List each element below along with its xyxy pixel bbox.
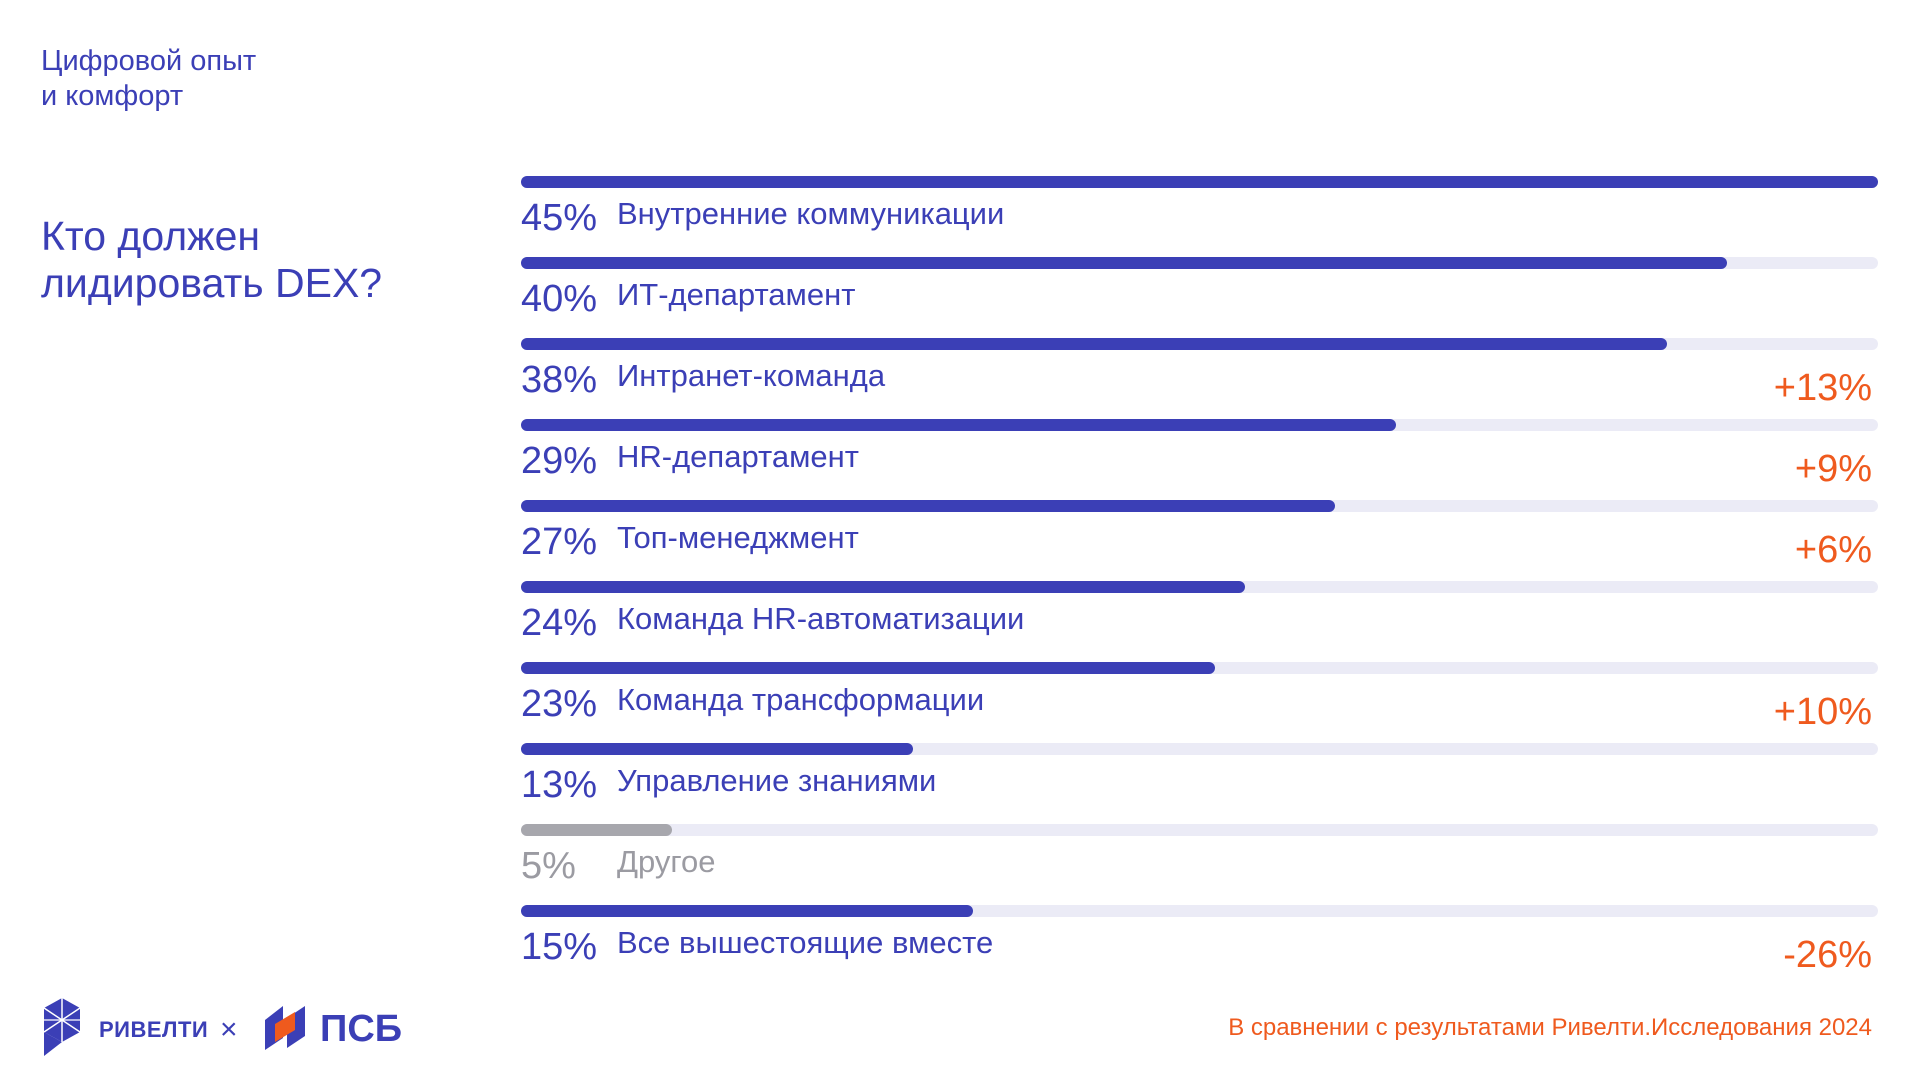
bar-fill xyxy=(521,581,1245,593)
bar-fill xyxy=(521,338,1667,350)
bar-fill xyxy=(521,662,1215,674)
bar-category-label: Другое xyxy=(617,844,716,879)
bar-row: 13% Управление знаниями xyxy=(521,743,1878,823)
bar-fill xyxy=(521,500,1335,512)
bar-track xyxy=(521,176,1878,188)
bar-row: 27% Топ-менеджмент +6% xyxy=(521,500,1878,580)
bar-value-label: 24% xyxy=(521,602,598,644)
bar-value-label: 23% xyxy=(521,683,598,725)
bar-change-label: +6% xyxy=(1794,529,1872,571)
bar-value-label: 5% xyxy=(521,845,576,887)
bar-change-label: +13% xyxy=(1773,367,1872,409)
bar-fill xyxy=(521,743,913,755)
bar-category-label: ИТ-департамент xyxy=(617,277,856,312)
bar-track xyxy=(521,338,1878,350)
bar-category-label: Все вышестоящие вместе xyxy=(617,925,994,960)
comparison-note: В сравнении с результатами Ривелти.Иссле… xyxy=(1228,1014,1872,1041)
bar-value-label: 38% xyxy=(521,359,598,401)
bar-value-label: 40% xyxy=(521,278,598,320)
bar-change-label: +9% xyxy=(1794,448,1872,490)
bar-row: 40% ИТ-департамент xyxy=(521,257,1878,337)
bar-category-label: Интранет-команда xyxy=(617,358,886,393)
section-title-line2: и комфорт xyxy=(41,80,184,112)
bar-fill xyxy=(521,824,672,836)
bar-row: 45% Внутренние коммуникации xyxy=(521,176,1878,256)
bar-value-label: 15% xyxy=(521,926,598,968)
bar-category-label: Топ-менеджмент xyxy=(617,520,859,555)
bar-category-label: Команда трансформации xyxy=(617,682,985,717)
bar-track xyxy=(521,824,1878,836)
bar-category-label: Внутренние коммуникации xyxy=(617,196,1005,231)
section-title: Цифровой опыт и комфорт xyxy=(41,44,256,114)
bar-row: 29% HR-департамент +9% xyxy=(521,419,1878,499)
question-line1: Кто должен xyxy=(41,213,261,259)
bar-track xyxy=(521,905,1878,917)
bar-row: 15% Все вышестоящие вместе -26% xyxy=(521,905,1878,985)
section-title-line1: Цифровой опыт xyxy=(41,45,257,77)
bar-fill xyxy=(521,419,1396,431)
bar-row: 5% Другое xyxy=(521,824,1878,904)
bar-category-label: Команда HR-автоматизации xyxy=(617,601,1025,636)
logo-separator: × xyxy=(220,1013,238,1046)
bar-track xyxy=(521,581,1878,593)
bar-row: 38% Интранет-команда +13% xyxy=(521,338,1878,418)
rivelty-logo-text: РИВЕЛТИ xyxy=(99,1017,209,1042)
psb-logo-icon xyxy=(265,1006,305,1050)
bar-value-label: 45% xyxy=(521,197,598,239)
bar-row: 24% Команда HR-автоматизации xyxy=(521,581,1878,661)
bar-row: 23% Команда трансформации +10% xyxy=(521,662,1878,742)
bar-change-label: +10% xyxy=(1773,691,1872,733)
bar-fill xyxy=(521,905,973,917)
question-line2: лидировать DEX? xyxy=(41,260,383,306)
rivelty-logo-icon xyxy=(43,998,81,1056)
bar-fill xyxy=(521,257,1727,269)
bar-value-label: 27% xyxy=(521,521,598,563)
bar-fill xyxy=(521,176,1878,188)
bar-category-label: Управление знаниями xyxy=(617,763,937,798)
bar-change-label: -26% xyxy=(1783,934,1872,976)
bar-track xyxy=(521,662,1878,674)
bar-track xyxy=(521,743,1878,755)
psb-logo-text: ПСБ xyxy=(320,1008,403,1050)
bar-value-label: 13% xyxy=(521,764,598,806)
chart-question-title: Кто должен лидировать DEX? xyxy=(41,213,382,307)
bar-track xyxy=(521,419,1878,431)
bar-category-label: HR-департамент xyxy=(617,439,859,474)
bar-value-label: 29% xyxy=(521,440,598,482)
bar-track xyxy=(521,500,1878,512)
bar-track xyxy=(521,257,1878,269)
